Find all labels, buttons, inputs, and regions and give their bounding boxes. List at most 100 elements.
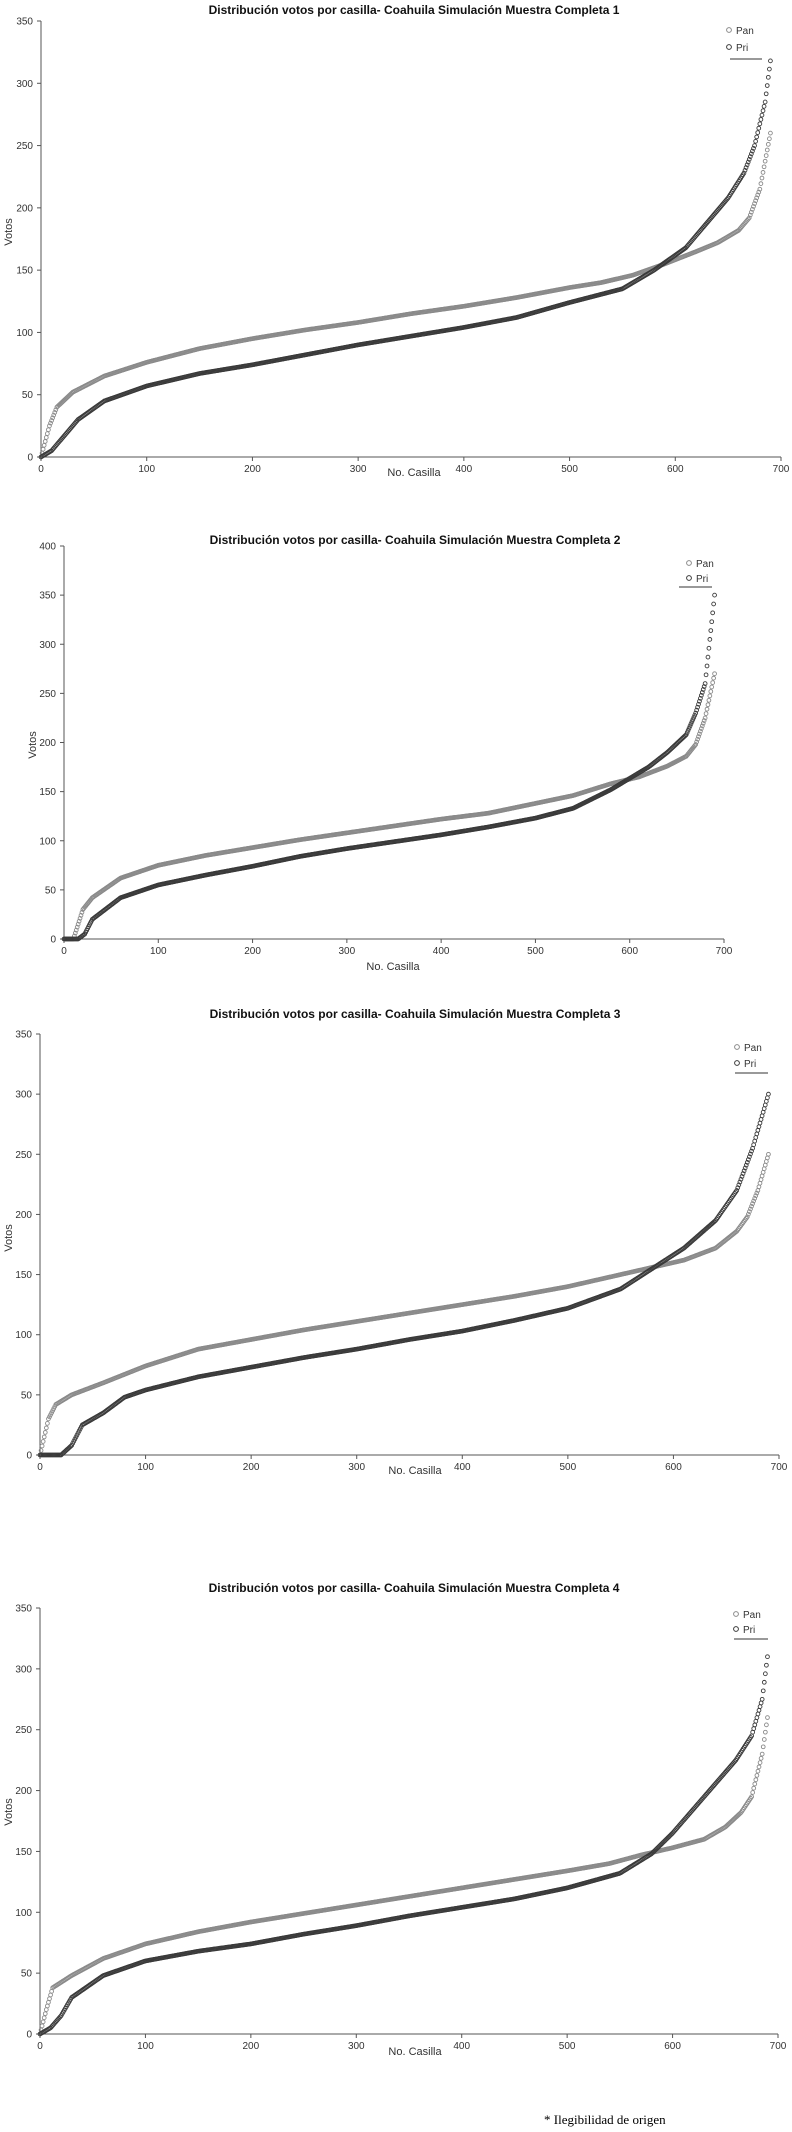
y-tick-label: 150 [15,1270,32,1281]
x-tick-label: 0 [37,1462,43,1473]
data-point-pri [754,134,760,140]
data-point-pan [710,680,716,685]
x-tick-label: 500 [559,2041,576,2052]
data-point-pri [747,1154,752,1160]
data-point-pan [758,181,764,186]
x-tick-label: 400 [456,464,473,475]
data-point-pan [79,910,85,915]
x-tick-label: 300 [339,946,356,957]
data-point-pan [702,715,708,721]
data-point-pri [703,672,709,678]
data-point-pri [766,1091,771,1097]
data-point-pri [753,138,758,144]
data-point-pri [697,698,702,704]
data-point-pan [73,927,79,933]
data-point-pan [746,1211,751,1217]
data-point-pan [764,147,770,153]
data-point-pan [756,189,762,195]
data-point-pan [750,1201,755,1207]
data-point-pri [701,684,707,689]
data-point-pri [705,654,711,660]
x-tick-label: 0 [61,946,67,957]
y-tick-label: 100 [16,328,33,339]
scatter-chart-2: Distribución votos por casilla- Coahuila… [27,533,733,973]
data-point-pan [40,446,46,452]
data-point-pri [758,117,764,122]
chart-3-y-axis-label: Votos [3,1224,15,1252]
x-tick-label: 600 [665,1462,682,1473]
data-point-pri [750,148,755,154]
data-point-pri [708,628,714,633]
legend-pan-label: Pan [736,26,754,37]
x-tick-label: 200 [244,946,261,957]
data-point-pan [749,209,754,215]
data-point-pri [686,725,692,731]
data-point-pri [757,121,763,127]
data-point-pri [736,1182,742,1188]
data-point-pan [41,1434,47,1440]
data-point-pri [756,125,762,131]
chart-3-title: Distribución votos por casilla- Coahuila… [210,1007,621,1021]
data-point-pan [696,734,701,739]
data-point-pan [754,195,760,201]
data-point-pri [696,701,701,707]
y-tick-label: 50 [45,885,57,896]
data-point-pan [700,720,706,726]
data-point-pri [749,1148,754,1154]
data-point-pan [39,2023,45,2029]
y-tick-label: 150 [16,266,33,277]
legend-pan-marker [726,27,732,33]
x-tick-label: 300 [348,1462,365,1473]
data-point-pan [43,1425,49,1431]
y-tick-label: 150 [15,1847,32,1858]
x-tick-label: 400 [433,946,450,957]
chart-3-legend: Pan Pri [734,1043,768,1074]
chart-2-title: Distribución votos por casilla- Coahuila… [210,533,621,547]
data-point-pan [698,728,703,734]
data-point-pri [749,151,754,157]
legend-pan-marker [686,560,692,566]
y-tick-label: 300 [15,1664,32,1675]
scatter-chart-3: Distribución votos por casilla- Coahuila… [3,1007,788,1477]
data-point-pri [691,715,697,720]
data-point-pri [712,592,717,598]
data-point-pri [694,707,699,713]
chart-1-x-axis-label: No. Casilla [387,467,441,479]
data-point-pan [704,706,710,712]
x-tick-label: 700 [771,1462,788,1473]
data-point-pan [701,718,707,723]
data-point-pan [46,427,51,433]
y-tick-label: 350 [16,17,33,28]
chart-4-title-group: Distribución votos por casilla- Coahuila… [209,1581,620,1595]
x-tick-label: 500 [561,464,578,475]
chart-4-axes: 0 100 200 300 400 500 600 700050100150200250300… [15,1604,786,2053]
data-point-pri [767,66,772,72]
y-tick-label: 200 [15,1786,32,1797]
data-point-pan [753,1193,759,1199]
data-point-pan [74,924,80,930]
data-point-pri [735,1185,741,1191]
legend-pri-marker [734,1060,740,1066]
chart-2-x-axis-label: No. Casilla [366,961,420,973]
data-point-pan [703,711,709,716]
y-tick-label: 250 [16,141,33,152]
data-point-pri [710,610,716,616]
chart-1-series-pan [38,130,773,460]
data-point-pan [50,415,55,421]
data-point-pri [743,165,749,170]
data-point-pri [702,681,708,686]
data-point-pri [684,730,690,735]
data-point-pri [763,91,769,97]
x-tick-label: 300 [350,464,367,475]
data-point-pri [755,130,761,135]
y-tick-label: 100 [39,836,56,847]
y-tick-label: 0 [50,935,56,946]
x-tick-label: 500 [527,946,544,957]
data-point-pri [734,1188,740,1193]
x-tick-label: 200 [244,464,261,475]
y-tick-label: 250 [15,1150,32,1161]
data-point-pri [744,162,750,168]
data-point-pan [47,423,52,429]
legend-pri-label: Pri [696,574,708,585]
chart-1-title-group: Distribución votos por casilla- Coahuila… [209,3,620,17]
